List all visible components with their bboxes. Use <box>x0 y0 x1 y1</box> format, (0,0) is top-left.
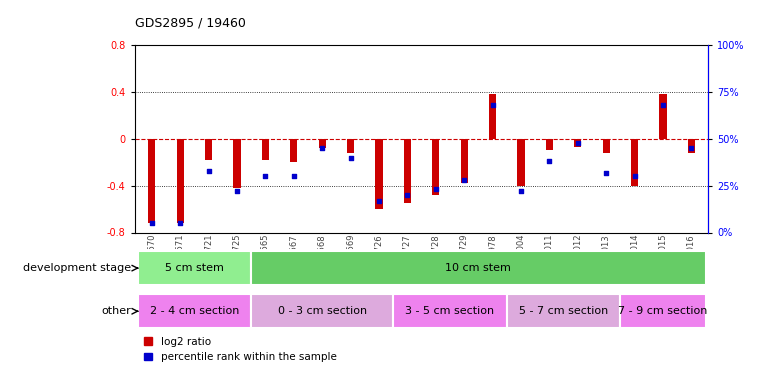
Bar <box>574 139 581 147</box>
Bar <box>319 139 326 148</box>
FancyBboxPatch shape <box>507 294 621 328</box>
Point <box>543 158 555 164</box>
FancyBboxPatch shape <box>251 251 705 285</box>
Point <box>203 168 215 174</box>
Bar <box>460 139 467 183</box>
Point <box>231 188 243 194</box>
Bar <box>262 139 269 160</box>
Point <box>515 188 527 194</box>
Point <box>458 177 470 183</box>
Point <box>600 170 612 176</box>
Bar <box>517 139 524 186</box>
Text: 0 - 3 cm section: 0 - 3 cm section <box>278 306 367 316</box>
Bar <box>432 139 440 195</box>
Point <box>373 198 385 204</box>
Point <box>344 154 357 160</box>
Text: 5 cm stem: 5 cm stem <box>165 263 224 273</box>
Bar <box>376 139 383 209</box>
Text: 2 - 4 cm section: 2 - 4 cm section <box>149 306 239 316</box>
Bar <box>233 139 240 188</box>
Point <box>657 102 669 108</box>
Bar <box>149 139 156 223</box>
Point <box>146 220 158 226</box>
FancyBboxPatch shape <box>251 294 393 328</box>
Bar <box>290 139 297 162</box>
FancyBboxPatch shape <box>138 251 251 285</box>
FancyBboxPatch shape <box>621 294 705 328</box>
Bar <box>546 139 553 150</box>
Text: other: other <box>101 306 131 316</box>
Point <box>401 192 413 198</box>
Point <box>628 173 641 179</box>
Bar <box>489 94 496 139</box>
Point <box>685 145 698 151</box>
Point <box>487 102 499 108</box>
Bar <box>659 94 667 139</box>
Bar <box>176 139 184 223</box>
Bar <box>603 139 610 153</box>
Bar <box>205 139 213 160</box>
Text: 7 - 9 cm section: 7 - 9 cm section <box>618 306 708 316</box>
Text: 3 - 5 cm section: 3 - 5 cm section <box>406 306 494 316</box>
Bar <box>688 139 695 153</box>
Bar <box>347 139 354 153</box>
Text: GDS2895 / 19460: GDS2895 / 19460 <box>135 17 246 30</box>
Point <box>288 173 300 179</box>
FancyBboxPatch shape <box>393 294 507 328</box>
Text: development stage: development stage <box>23 263 131 273</box>
Point <box>259 173 272 179</box>
Bar <box>631 139 638 186</box>
Bar <box>403 139 411 203</box>
Point <box>430 186 442 192</box>
Text: 5 - 7 cm section: 5 - 7 cm section <box>519 306 608 316</box>
Point <box>174 220 186 226</box>
Legend: log2 ratio, percentile rank within the sample: log2 ratio, percentile rank within the s… <box>140 333 341 366</box>
Point <box>571 140 584 146</box>
Point <box>316 145 328 151</box>
FancyBboxPatch shape <box>138 294 251 328</box>
Text: 10 cm stem: 10 cm stem <box>445 263 511 273</box>
